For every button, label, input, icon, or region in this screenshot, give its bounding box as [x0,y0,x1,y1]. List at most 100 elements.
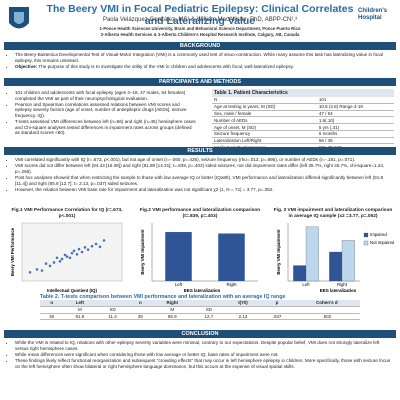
table-cell: 11.4 [96,313,129,321]
scatter-point [35,268,39,271]
bullet-text: The purpose of this study is to investig… [38,63,294,69]
bullet-text: VMI scores did not differ between left (… [15,163,385,174]
table-header-cell: n [128,300,153,307]
bullet-label: Objective: [15,63,38,69]
bullet: However, the relation between VMI base r… [15,187,394,193]
bullet-list: The Beery-Buktenica Developmental Test o… [6,52,394,69]
table-cell: 101 [316,97,394,104]
bullet-list: 101 children and adolescents with focal … [6,90,196,136]
logo-left [5,5,33,35]
bullet: While the VMI is related to IQ, relation… [15,340,394,351]
table-header-cell: n [40,300,64,307]
table-cell: 1.6(.10) [316,116,394,125]
table-header-cell [225,306,261,314]
bullet-text: However, the relation between VMI base r… [15,186,274,192]
bullet: Objective: The purpose of this study is … [15,64,394,70]
table-cell: 2.13 [225,313,261,321]
table-header-cell: t(70) [225,300,261,307]
table-cell: Lateralization Left/Right [212,137,317,145]
table-2: Table 2. T-tests comparison between VMI … [40,294,360,321]
bullet: VMI correlated significantly with IQ (r=… [15,157,394,163]
table-header-cell [96,300,129,307]
table-row: Seizure frequency 6 months [212,130,394,138]
results-text: VMI correlated significantly with IQ (r=… [6,157,394,193]
scatter-point [60,257,64,261]
bar [293,265,307,282]
table-header-cell: M [152,306,193,314]
figure: Fig.2 VMI performance and lateralization… [136,208,264,300]
figure: Fig.1 VMI Performance Correlation for IQ… [6,208,128,300]
bar [218,233,245,282]
bar [305,226,319,282]
table-header-cell: Right [152,300,193,307]
poster-title: The Beery VMI in Focal Pediatric Epileps… [46,3,354,27]
scatter-point [83,246,87,249]
bullet-text: T-tests assessed VMI differences between… [15,119,196,136]
table-cell: 5 yrs (.41) [316,123,394,131]
table-row: N 101 [212,97,394,104]
bullet: These findings likely reflect functional… [15,358,394,369]
table-cell: Age at testing in years, M (SD) [212,103,317,111]
table-header-cell: Cohen's d [293,300,360,307]
scatter-point [102,239,106,242]
table-row: 36 91.9 11.4 36 85.9 12.7 2.13.037.502 [40,313,360,321]
figure-plot: Left Right Impaired Not impaired EEG lateral… [276,223,395,293]
table-cell: 12.7 [192,313,226,321]
scatter-point [70,252,74,255]
table-cell: 36 [128,313,153,321]
bullet: Pearson and Spearman correlations assess… [15,102,196,119]
scatter-point [58,260,62,263]
bullet: 101 children and adolescents with focal … [15,90,196,101]
legend-label: Not impaired [370,240,394,245]
table-header-cell [40,306,64,314]
table-cell: 56 / 45 [316,137,394,145]
figure-plot: Intellectual Quotient (IQ) Beery VMI Perf… [10,222,123,293]
table-header-cell: Left [63,300,97,307]
x-axis-label: EEG lateralization [320,288,357,293]
bullet-text: While the VMI is related to IQ, relation… [15,340,380,351]
table-header-cell [260,306,294,314]
table-title: Table 1. Patient Characteristics [212,89,394,97]
figure-title: Fig.1 VMI Performance Correlation for IQ… [11,208,123,219]
table-cell: 47 / 54 [316,110,394,118]
x-tick-label: Right [226,282,237,287]
scatter-point [63,253,67,257]
table-row: Age of onset, M (SD) 5 yrs (.41) [212,123,394,131]
table-header-cell: p [260,300,294,307]
conclusion-text: While the VMI is related to IQ, relation… [6,340,394,370]
table-header-cell [293,306,360,314]
legend-swatch [363,241,369,246]
scatter-point [55,256,59,260]
methods-text: 101 children and adolescents with focal … [6,90,196,137]
table-cell: Age of onset, M (SD) [212,123,317,131]
bullet-text: VMI correlated significantly with IQ (r=… [15,157,356,162]
y-axis-label: Beery VMI Impairment [276,229,281,275]
table-header-cell: M [63,306,97,314]
scatter-point [28,271,32,274]
table-row: Lateralization Left/Right 56 / 45 [212,137,394,145]
scatter-point [80,250,84,254]
bullet-list: While the VMI is related to IQ, relation… [6,340,394,369]
table-title: Table 2. T-tests comparison between VMI … [40,294,286,300]
x-axis-label: EEG lateralization [184,288,221,293]
background-text: The Beery-Buktenica Developmental Test o… [6,52,394,70]
scatter-point [94,242,98,246]
logo-text: Hospital [358,15,382,21]
scatter-point [52,261,56,264]
bullet-text: While mean differences were significant … [15,351,279,357]
scatter-point [65,255,69,259]
x-tick-label: Left [302,282,310,287]
bar [329,252,343,282]
table-subheader-row: M SD M SD [40,306,360,314]
table-header-cell [192,300,226,307]
figure: Fig. 3 VMI impairment and lateralization… [272,208,395,300]
figure-title: Fig. 3 VMI impairment and lateralization… [273,208,393,219]
scatter-point [44,262,48,266]
table-header-cell: SD [192,306,226,314]
scatter-point [75,253,79,256]
scatter-point [48,264,52,268]
scatter-point [68,256,72,260]
y-axis-label: Beery VMI Impairment [140,229,145,275]
section-heading: PARTICIPANTS AND METHODS [4,78,396,86]
bullet: T-tests assessed VMI differences between… [15,119,196,136]
